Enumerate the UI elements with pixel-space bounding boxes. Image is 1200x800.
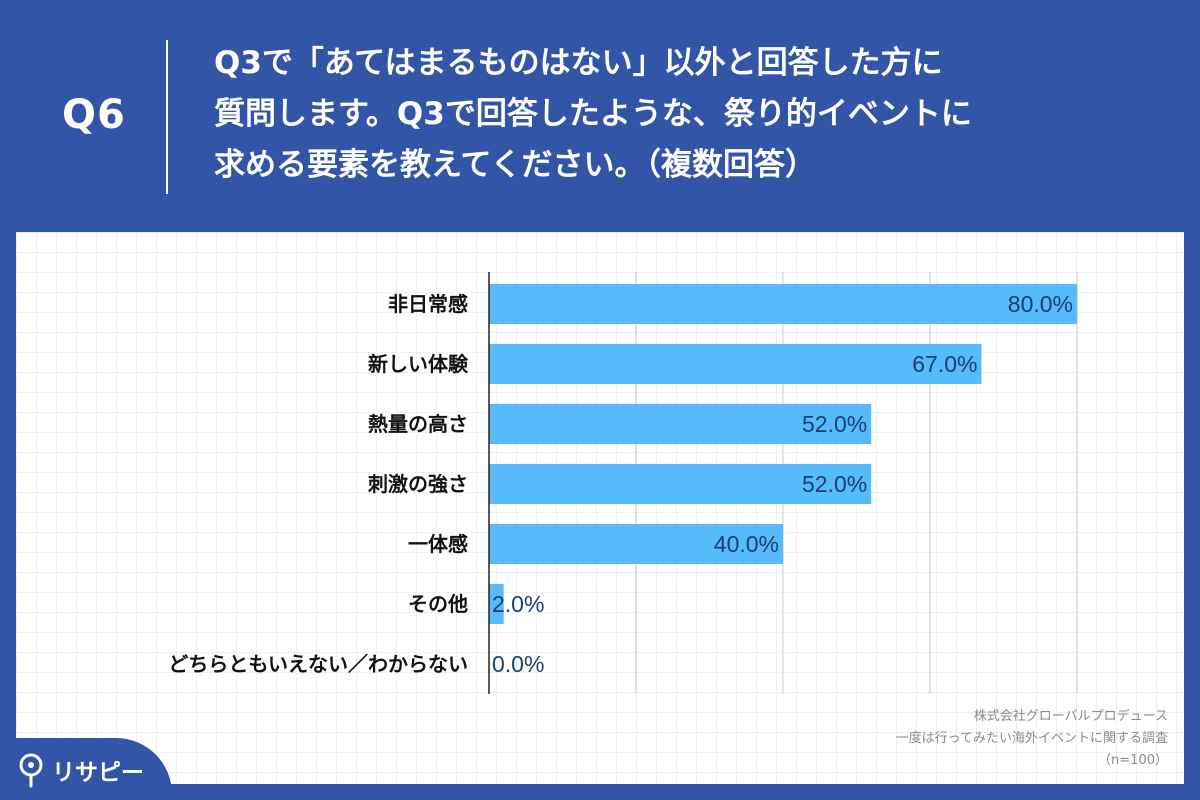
category-label-5: その他 — [408, 592, 468, 616]
question-text: Q3で「あてはまるものはない」以外と回答した方に 質問します。Q3で回答したよう… — [214, 38, 1174, 191]
question-line-1: Q3で「あてはまるものはない」以外と回答した方に — [214, 45, 943, 81]
header: Q6 Q3で「あてはまるものはない」以外と回答した方に 質問します。Q3で回答し… — [0, 0, 1200, 232]
value-label-3: 52.0% — [802, 471, 867, 497]
brand-logo: リサピー — [18, 752, 144, 788]
question-number: Q6 — [62, 92, 126, 138]
bar-3 — [489, 464, 872, 504]
logo-text: リサピー — [52, 760, 144, 786]
chart-panel: 非日常感 80.0% 新しい体験 67.0% 熱量の高さ 52.0% 刺激の強さ 52.0% 一… — [16, 232, 1184, 784]
header-divider — [166, 40, 168, 194]
category-label-4: 一体感 — [408, 532, 468, 556]
source-survey: 一度は行ってみたい海外イベントに関する調査 — [895, 731, 1168, 746]
category-label-3: 刺激の強さ — [368, 472, 468, 496]
bar-0 — [489, 284, 1077, 324]
category-label-0: 非日常感 — [388, 292, 468, 316]
source-sample-size: （n=100） — [1098, 753, 1168, 768]
value-label-2: 52.0% — [802, 411, 867, 437]
source-note: 株式会社グローバルプロデュース 一度は行ってみたい海外イベントに関する調査 （n… — [896, 706, 1168, 772]
category-label-1: 新しい体験 — [368, 352, 469, 376]
category-label-6: どちらともいえない／わからない — [168, 652, 468, 676]
bar-2 — [489, 404, 872, 444]
value-label-6: 0.0% — [492, 651, 544, 677]
logo-tab — [0, 738, 172, 800]
value-label-1: 67.0% — [912, 351, 977, 377]
bar-1 — [489, 344, 982, 384]
question-line-3: 求める要素を教えてください。（複数回答） — [214, 147, 817, 183]
question-line-2: 質問します。Q3で回答したような、祭り的イベントに — [214, 96, 972, 132]
bar-chart: 非日常感 80.0% 新しい体験 67.0% 熱量の高さ 52.0% 刺激の強さ 52.0% 一… — [168, 272, 1078, 694]
category-label-2: 熱量の高さ — [368, 412, 468, 436]
location-pin-icon — [19, 753, 43, 788]
value-label-5: 2.0% — [492, 591, 544, 617]
value-label-0: 80.0% — [1008, 291, 1073, 317]
bar-4 — [489, 524, 783, 564]
source-company: 株式会社グローバルプロデュース — [973, 709, 1168, 724]
value-label-4: 40.0% — [714, 531, 779, 557]
bar-5 — [489, 584, 504, 624]
